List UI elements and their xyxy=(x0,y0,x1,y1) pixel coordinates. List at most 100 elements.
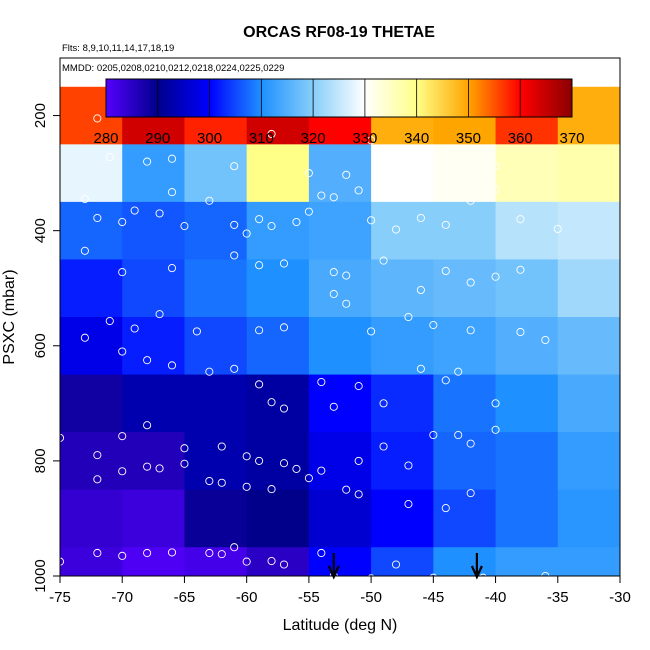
heatmap-cell xyxy=(433,201,497,260)
sample-point xyxy=(267,556,276,566)
sample-point xyxy=(416,213,425,223)
sample-point xyxy=(279,323,289,332)
color-bar-tick-label: 360 xyxy=(508,130,533,147)
color-bar-tick-label: 310 xyxy=(249,130,274,147)
heatmap-cell xyxy=(246,374,310,433)
heatmap-cell xyxy=(433,432,497,491)
sample-point xyxy=(342,299,351,308)
heatmap-cell xyxy=(308,317,372,376)
heatmap-cell xyxy=(308,432,372,491)
heatmap-cell xyxy=(495,259,559,318)
heatmap-cell xyxy=(60,489,123,548)
x-tick-label: -50 xyxy=(360,589,382,606)
sample-point xyxy=(379,442,388,451)
sample-point xyxy=(242,229,251,238)
sample-point xyxy=(354,382,363,391)
heatmap-cell xyxy=(557,259,621,318)
sample-point xyxy=(267,485,276,494)
sample-point xyxy=(466,439,475,448)
sample-point xyxy=(167,548,177,557)
sample-point xyxy=(279,259,289,268)
sample-point xyxy=(429,321,438,330)
color-bar-tick-label: 290 xyxy=(145,130,170,147)
heatmap-cell xyxy=(495,201,559,260)
sample-point xyxy=(491,425,500,434)
sample-point xyxy=(105,316,114,326)
heatmap-cell xyxy=(495,432,559,491)
sample-point xyxy=(441,220,450,229)
heatmap-cell xyxy=(122,259,185,318)
sample-point xyxy=(354,456,363,465)
sample-point xyxy=(354,186,363,195)
sample-point xyxy=(205,548,214,558)
sample-point xyxy=(541,335,550,345)
sample-point xyxy=(230,364,239,373)
heatmap-cell xyxy=(246,144,310,203)
color-bar-tick-label: 320 xyxy=(301,130,326,147)
heatmap-cell xyxy=(308,259,372,318)
sample-point xyxy=(192,327,201,336)
sample-point xyxy=(466,278,475,287)
heatmap-cell xyxy=(433,547,497,577)
heatmap-cell xyxy=(184,374,248,433)
sample-point xyxy=(167,264,177,273)
sample-point xyxy=(304,474,313,483)
sample-point xyxy=(118,268,127,277)
x-tick-label: -35 xyxy=(547,589,569,606)
heatmap-cell xyxy=(557,144,621,203)
sample-point xyxy=(267,222,276,231)
sample-point xyxy=(255,380,264,389)
sample-point xyxy=(105,152,114,162)
sample-point xyxy=(404,312,413,322)
sample-point xyxy=(454,367,463,376)
sample-point xyxy=(143,157,152,166)
sample-point xyxy=(118,347,127,356)
sample-point xyxy=(304,207,313,216)
sample-point xyxy=(118,217,127,227)
sample-point xyxy=(155,310,164,319)
heatmap-cell xyxy=(371,317,434,376)
sample-point xyxy=(466,489,475,498)
sample-point xyxy=(516,265,525,274)
sample-point xyxy=(118,467,127,476)
sample-point xyxy=(180,444,189,453)
heatmap-cell xyxy=(246,489,310,548)
heatmap-cell xyxy=(433,259,497,318)
sample-point xyxy=(553,224,562,233)
sample-point xyxy=(255,456,264,465)
heatmap-cell xyxy=(246,547,310,577)
y-tick-label: 200 xyxy=(32,103,49,128)
heatmap-cell xyxy=(184,317,248,376)
sample-point xyxy=(255,326,264,335)
x-axis-label: Latitude (deg N) xyxy=(283,617,398,634)
sample-point xyxy=(118,551,127,560)
color-bar-gradient xyxy=(105,78,573,118)
sample-point xyxy=(130,324,139,333)
sample-point xyxy=(304,169,313,178)
sample-point xyxy=(242,557,251,566)
sample-point xyxy=(255,215,264,224)
sample-point xyxy=(416,285,425,294)
color-bar-tick-label: 370 xyxy=(559,130,584,147)
heatmap-cell xyxy=(371,489,434,548)
sample-point xyxy=(354,490,363,499)
heatmap-cell xyxy=(371,259,434,318)
heatmap-cell xyxy=(371,432,434,491)
sample-point xyxy=(230,543,239,552)
heatmap-cell xyxy=(60,432,123,491)
sample-point xyxy=(454,576,463,585)
sample-point xyxy=(230,251,239,260)
heatmap-cell xyxy=(308,374,372,433)
sample-point xyxy=(230,162,239,171)
heatmap-cell xyxy=(371,144,434,203)
chart-title: ORCAS RF08-19 THETAE xyxy=(243,24,435,41)
sample-point xyxy=(143,548,152,558)
heatmap-cell xyxy=(122,547,185,577)
y-tick-label: 800 xyxy=(32,448,49,473)
heatmap-cell xyxy=(246,432,310,491)
sample-point xyxy=(279,459,289,468)
heatmap-cell xyxy=(557,201,621,260)
sample-point xyxy=(342,485,351,494)
x-tick-label: -55 xyxy=(298,589,320,606)
sample-point xyxy=(80,246,89,255)
